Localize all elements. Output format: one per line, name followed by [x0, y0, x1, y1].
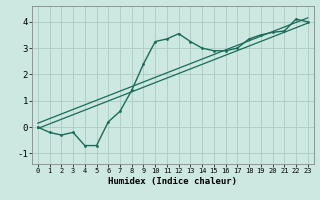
X-axis label: Humidex (Indice chaleur): Humidex (Indice chaleur)	[108, 177, 237, 186]
